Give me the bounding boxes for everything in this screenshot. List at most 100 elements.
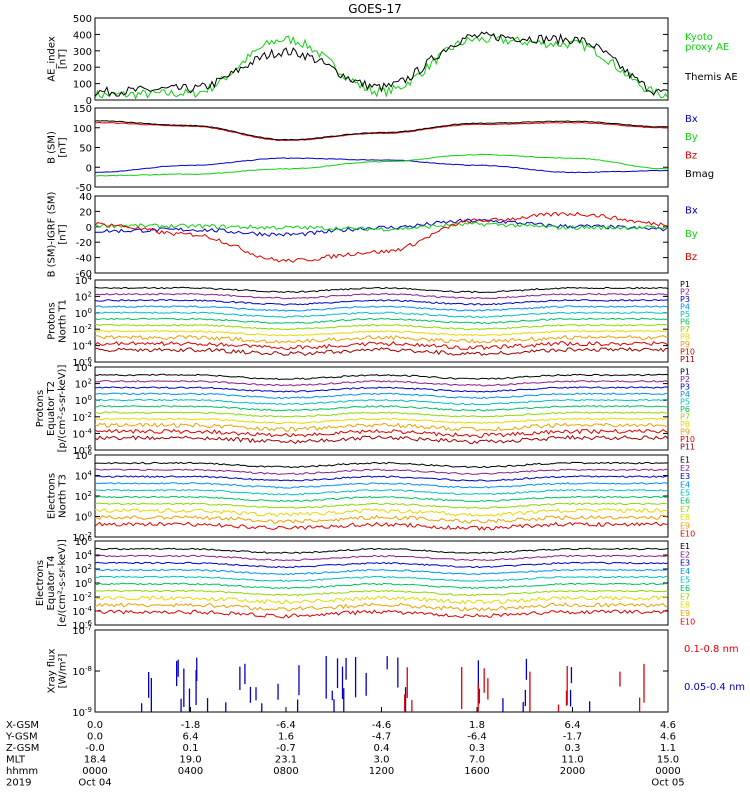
ephemeris-row-label: hhmm	[6, 766, 38, 777]
y-tick-label: 400	[73, 30, 92, 41]
channel-line	[95, 373, 668, 381]
channel-label: P7	[680, 325, 690, 334]
ephemeris-value: 0800	[273, 766, 298, 777]
y-tick-label: 10-8	[72, 665, 92, 678]
y-tick-label: -50	[76, 183, 92, 194]
y-tick-label: 106	[75, 535, 93, 548]
legend-label: Bz	[685, 151, 697, 162]
channel-label: P4	[680, 303, 690, 312]
ephemeris-value: 0000	[655, 766, 680, 777]
channel-label: E9	[680, 609, 690, 618]
ephemeris-value: 6.4	[183, 732, 199, 743]
y-tick-label: 10-7	[72, 624, 92, 637]
y-tick-label: 0	[86, 96, 92, 107]
channel-line	[95, 488, 668, 496]
channel-label: E2	[680, 550, 690, 559]
channel-label: P11	[680, 355, 695, 364]
legend-label: By	[685, 229, 698, 240]
ephemeris-value: 1.1	[660, 743, 676, 754]
channel-label: E6	[680, 497, 690, 506]
channel-line	[95, 475, 668, 482]
panel-frame	[94, 195, 669, 274]
series-line	[95, 221, 668, 232]
panel-frame	[94, 454, 669, 538]
ephemeris-value: 3.0	[374, 755, 390, 766]
channel-line	[95, 329, 668, 337]
y-tick-label: 10-4	[72, 340, 92, 353]
channel-label: E5	[680, 489, 690, 498]
y-axis-label: [nT]	[58, 49, 69, 69]
channel-label: P10	[680, 435, 695, 444]
channel-line	[95, 428, 668, 438]
panel-frame	[94, 107, 669, 188]
y-axis-label: Equator T4	[46, 556, 57, 611]
y-tick-label: 0	[86, 223, 92, 234]
channel-line	[95, 386, 668, 393]
ephemeris-value: -1.7	[563, 732, 583, 743]
channel-label: P6	[680, 405, 690, 414]
ephemeris-value: 0000	[82, 766, 107, 777]
y-tick-label: 100	[75, 511, 92, 524]
channel-label: E3	[680, 472, 690, 481]
y-tick-label: 10-4	[72, 605, 92, 618]
channel-line	[95, 468, 668, 476]
channel-label: P1	[680, 280, 690, 289]
y-tick-label: 50	[79, 144, 92, 155]
legend-label: proxy AE	[685, 42, 729, 53]
ephemeris-value: 0.0	[87, 720, 103, 731]
channel-label: P5	[680, 397, 690, 406]
y-tick-label: 102	[75, 490, 92, 503]
channel-label: P6	[680, 317, 690, 326]
y-tick-label: 102	[75, 563, 92, 576]
channel-label: E2	[680, 464, 690, 473]
y-tick-label: 106	[75, 449, 93, 462]
channel-label: P9	[680, 428, 690, 437]
channel-line	[95, 405, 668, 412]
channel-label: P4	[680, 390, 690, 399]
channel-line	[95, 411, 668, 418]
legend-label: By	[685, 132, 698, 143]
ephemeris-value: 0.1	[183, 743, 199, 754]
y-tick-label: 100	[75, 394, 92, 407]
x-axis-labels: X-GSM 0.0 -1.8 -6.4 -4.6 1.8 6.4 4.6 Y-GSM 0.0 6.4…	[5, 707, 685, 789]
y-tick-label: 10-9	[72, 706, 92, 719]
channel-label: P10	[680, 347, 695, 356]
channel-line	[95, 347, 668, 357]
figure-title: GOES-17	[348, 2, 402, 16]
ephemeris-value: 4.6	[660, 720, 676, 731]
channel-line	[95, 434, 668, 445]
y-tick-label: -40	[76, 254, 92, 265]
series-line	[95, 157, 668, 174]
y-axis-label: Electrons	[35, 560, 46, 606]
ephemeris-value: -4.7	[372, 732, 392, 743]
channel-line	[95, 507, 668, 518]
ephemeris-value: 11.0	[561, 755, 583, 766]
channel-line	[95, 392, 668, 400]
y-tick-label: -20	[76, 238, 92, 249]
panel-bigrf: -60 -40 -20 0 20 40 B (SM)-IGRF (SM) [nT] Bx By Bz	[47, 192, 698, 280]
plot-area	[95, 31, 668, 100]
channel-line	[95, 380, 668, 387]
y-axis-label: North T3	[58, 474, 69, 518]
series-line	[95, 121, 668, 142]
ephemeris-value: 4.6	[660, 732, 676, 743]
ephemeris-value: 2000	[560, 766, 585, 777]
channel-line	[95, 609, 668, 619]
legend-label: 0.1-0.8 nm	[684, 644, 739, 655]
channel-line	[95, 417, 668, 424]
plot-area	[95, 211, 668, 263]
legend-label: Themis AE	[684, 72, 738, 83]
y-axis-label: Electrons	[47, 473, 58, 519]
panel-frame	[94, 279, 669, 363]
y-tick-label: 100	[73, 80, 92, 91]
y-tick-label: 102	[75, 290, 92, 303]
ephemeris-value: -6.4	[467, 732, 487, 743]
channel-line	[95, 568, 668, 576]
y-tick-label: 150	[73, 104, 92, 115]
legend-label: Bmag	[685, 169, 714, 180]
y-axis-label: [W/m²]	[58, 653, 69, 688]
channel-label: P8	[680, 332, 690, 341]
channel-label: E8	[680, 513, 690, 522]
